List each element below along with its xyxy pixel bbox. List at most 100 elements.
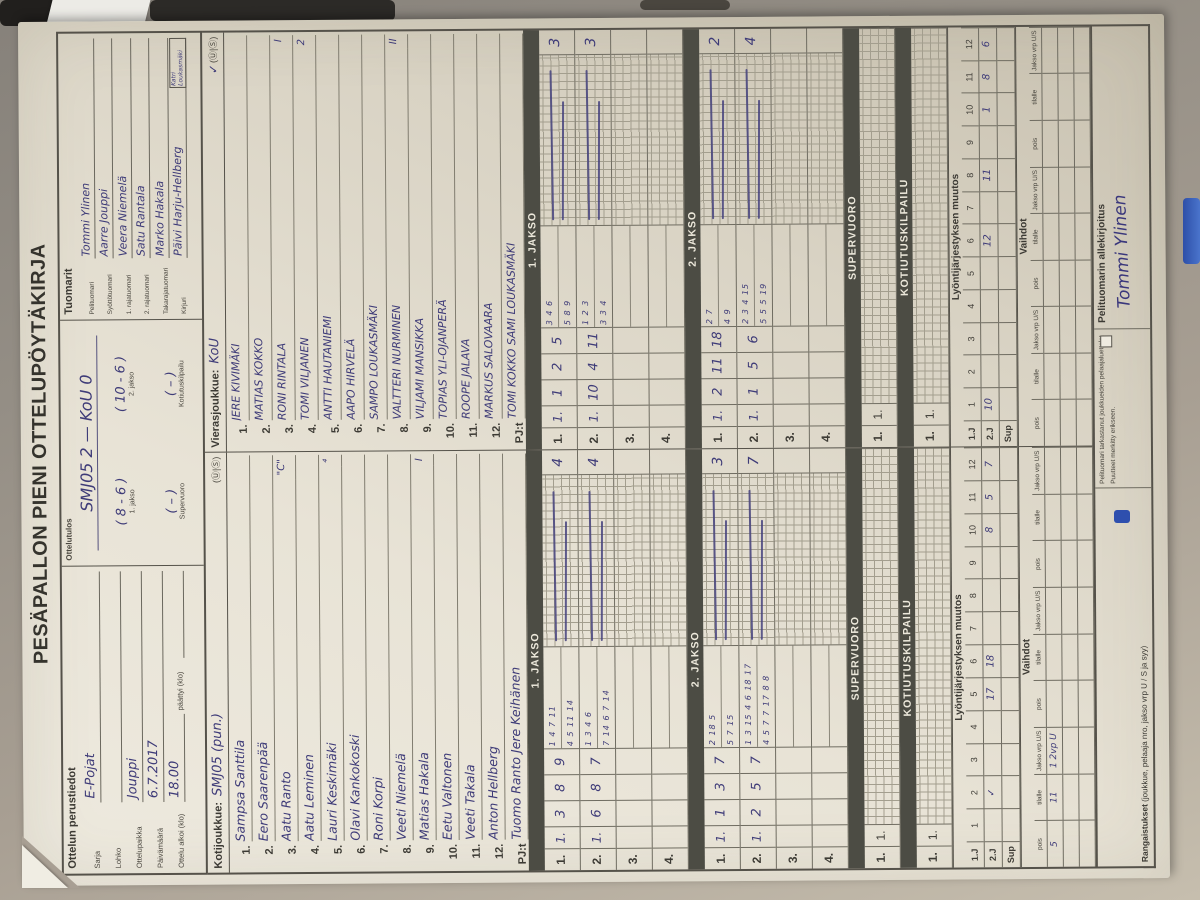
player-number: 2. — [263, 845, 276, 855]
extra-period-row: 1. 1. — [913, 447, 953, 868]
score-grid-row: 2. 1. 1 5 6 2 3 4 15 5 5 5 19 4 — [735, 28, 774, 449]
player-mark: I — [413, 454, 435, 466]
referees-heading: Tuomarit — [62, 268, 76, 315]
substitution-cell — [1074, 26, 1090, 74]
batting-order-cell — [980, 256, 998, 290]
substitution-column-label: tilalle — [1029, 73, 1042, 121]
away-team-section: Vierasjoukkue: KoU ✓ (Ⓤ|Ⓢ) 1. JERE KIVIMÄKI 2.… — [202, 26, 1093, 453]
grid-small-bottom: 7 14 6 7 14 — [601, 689, 612, 746]
grid-sub-number: 1. — [864, 823, 900, 847]
player-number: 5. — [329, 423, 342, 434]
player-name: AAPO HIRVELÄ — [342, 34, 365, 420]
grid-big-cell — [776, 772, 812, 799]
result-heading: Ottelutulos — [64, 518, 74, 561]
batting-order-cell — [999, 387, 1017, 421]
end-time-value — [165, 570, 185, 659]
roster-checked-text: Pelituomari tarkastanut joukkueiden pela… — [1098, 335, 1107, 484]
score-grid-row: 3. — [613, 449, 653, 870]
substitution-cell — [1078, 633, 1094, 680]
grid-small-bottom: 4 9 — [722, 308, 733, 325]
batting-order-cell — [997, 92, 1015, 126]
substitution-cell — [1046, 633, 1062, 681]
substitution-cell — [1059, 166, 1075, 213]
team-name: SMJ05 (pun.) — [209, 712, 226, 797]
batting-order-cell — [1000, 479, 1018, 513]
batting-order-cell — [1002, 775, 1020, 809]
grid-big-cell: 2 — [740, 798, 776, 825]
grid-row-number: 3. — [776, 846, 812, 869]
lineup-row: 3. RONI RINTALA I — [270, 32, 296, 451]
grid-big-cell: 8 — [544, 774, 580, 801]
grid-small-top: 1 2 3 — [576, 226, 596, 328]
grid-big-cell: 11 — [701, 352, 737, 379]
pen-stroke — [597, 100, 600, 220]
substitution-column-label: pois — [1034, 820, 1047, 867]
period-result-label: Supervuoro — [179, 483, 187, 520]
substitution-cell — [1045, 493, 1061, 541]
player-name: Aatu Leminen — [298, 454, 322, 842]
team-header-label: Vierasjoukkue: — [208, 369, 222, 448]
period-result-value: ( – ) — [163, 371, 179, 397]
substitution-cell — [1077, 586, 1094, 634]
player-name: Lauri Keskimäki — [322, 466, 345, 841]
grid-row-total: 4 — [586, 457, 603, 467]
lineup-row: 3. Aatu Ranto "C" — [273, 452, 299, 872]
grid-row-number: 4. — [809, 425, 845, 448]
grid-sub-number: 1. — [544, 826, 580, 849]
blue-clip — [1114, 510, 1130, 523]
substitution-column-label: pois — [1030, 259, 1043, 307]
penalties-line: Rangaistukset (joukkue, pelaaja nro, jak… — [1095, 487, 1154, 867]
grid-small-top: 2 3 4 15 — [736, 224, 756, 327]
player-name: ROOPE JALAVA — [457, 33, 480, 419]
grid-sub-number: 1. — [704, 825, 740, 848]
batting-order-cell — [981, 321, 999, 355]
grid-small-bottom — [630, 226, 648, 327]
substitution-cell — [1075, 212, 1091, 260]
substitution-column-label: Jakso vrp U/S — [1033, 726, 1047, 774]
player-name: Sampsa Santtila — [229, 455, 253, 842]
lineup-row: 2. Eero Saarenpää — [250, 452, 276, 872]
player-mark: II — [388, 34, 409, 49]
referee-row: Pelituomari Tommi Ylinen — [75, 38, 96, 315]
batting-order-cell: 12 — [980, 223, 998, 257]
player-number: 1. — [237, 424, 250, 434]
grid-small-top: 3 4 6 — [540, 226, 560, 328]
grid-small-bottom: 4 5 7 7 17 8 8 — [761, 674, 772, 745]
basic-info-section: Ottelun perustiedot Sarja E-Pojat Lohko Ott… — [61, 564, 206, 874]
grid-small-cells — [612, 224, 649, 327]
player-number: 7. — [378, 844, 391, 854]
grid-small-bottom — [829, 645, 847, 746]
grid-big-cell: 7 — [580, 747, 616, 775]
match-time-row: Ottelu alkoi (klo) 18.00 päättyi (klo) — [163, 570, 186, 868]
batting-order-cell: 8 — [961, 158, 980, 192]
grid-row-number: 1. — [544, 848, 580, 871]
batting-order-row-label: 1.J — [963, 420, 981, 447]
grid-row-total — [807, 28, 842, 52]
basic-info-value: Jouppi — [123, 571, 144, 803]
grid-big-cell — [809, 351, 845, 378]
extra-period-row: 1. 1. — [859, 27, 898, 448]
substitution-cell — [1062, 633, 1078, 681]
batting-order-cell: 18 — [983, 644, 1001, 678]
grid-big-cell — [812, 746, 848, 773]
grid-fine-squares — [611, 53, 648, 225]
grid-sub-number: 1. — [916, 823, 952, 846]
lineup-row: 5. ANTTI HAUTANIEMI — [316, 32, 342, 451]
lineup-row: 10. Eetu Valtonen — [434, 451, 460, 871]
substitution-column-label: Jakso vrp U/S — [1030, 166, 1043, 214]
grid-big-cell — [649, 378, 685, 405]
basic-info-label: Ottelupaikka — [134, 826, 144, 869]
grid-row-total: 4 — [743, 36, 760, 46]
grid-fine-squares — [738, 472, 775, 646]
grid-row-number: 4. — [652, 847, 688, 870]
grid-row-total — [771, 29, 806, 53]
substitution-cell — [1076, 398, 1092, 446]
grid-row-number: 3. — [613, 426, 649, 449]
grid-sub-number: 1. — [737, 403, 773, 427]
batting-order-cell: 8 — [979, 59, 997, 93]
referee-name: Veera Niemelä — [114, 38, 133, 259]
period-result-label: 1. jakso — [129, 489, 137, 514]
grid-small-cells — [615, 645, 652, 748]
referee-name: Marko Hakala — [151, 37, 170, 259]
